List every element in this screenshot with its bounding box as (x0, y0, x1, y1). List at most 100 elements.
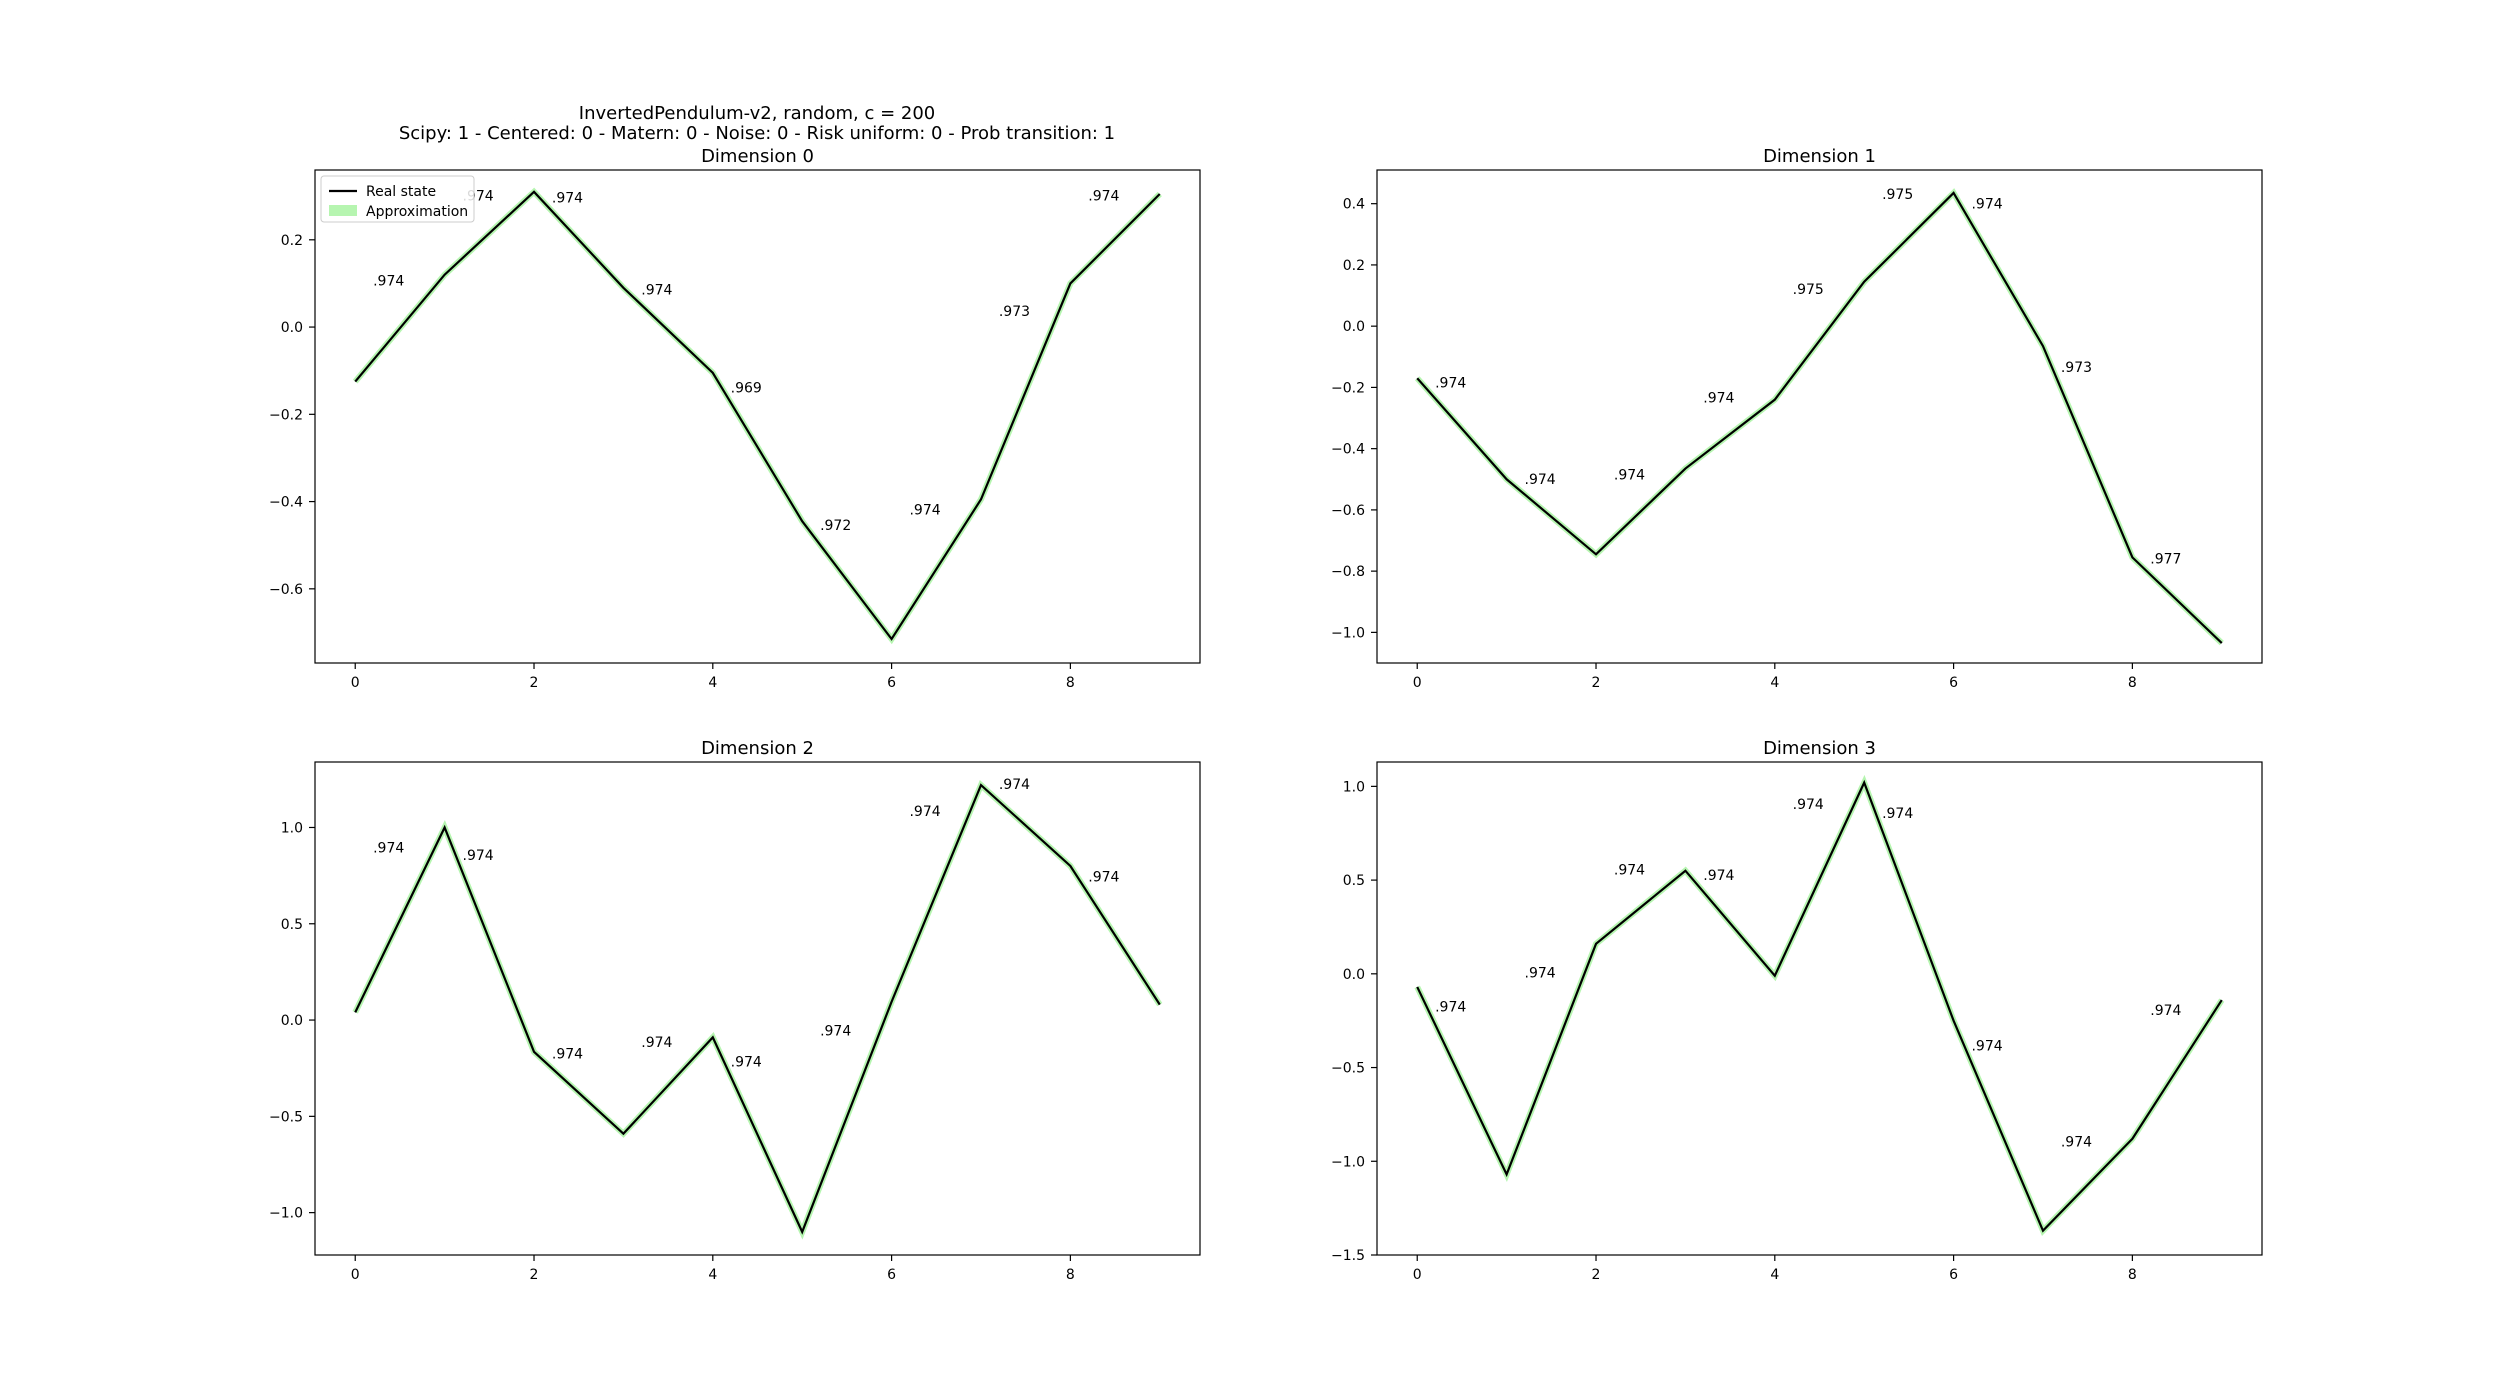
data-annotation-label: .974 (909, 503, 940, 519)
y-tick-label: −0.5 (269, 1109, 303, 1125)
data-annotation-label: .974 (1703, 391, 1734, 407)
x-tick-label: 4 (708, 675, 717, 691)
x-tick-label: 4 (1770, 675, 1779, 691)
y-tick-label: −1.0 (1331, 1154, 1365, 1170)
data-annotation-label: .974 (1703, 868, 1734, 884)
data-annotation-label: .974 (1525, 472, 1556, 488)
data-annotation-label: .969 (731, 381, 762, 397)
y-tick-label: 0.0 (281, 1013, 303, 1029)
y-tick-label: 0.0 (1343, 967, 1365, 983)
data-annotation-label: .974 (1882, 806, 1913, 822)
x-tick-label: 6 (1949, 1267, 1958, 1283)
data-annotation-label: .974 (2150, 1003, 2181, 1019)
real-state-series-line (354, 783, 1161, 1235)
x-tick-label: 2 (1592, 675, 1601, 691)
subplot-title: Dimension 3 (1763, 738, 1876, 759)
data-annotation-label: .974 (1525, 966, 1556, 982)
legend-approximation-label: Approximation (366, 204, 468, 220)
x-tick-label: 8 (2128, 675, 2137, 691)
y-tick-label: 1.0 (1343, 779, 1365, 795)
subplots-group: Dimension 0 0 2 4 6 8 0.2 0.0 −0.2 −0.4 −0.6 .974 .9… (269, 146, 2263, 1283)
x-tick-label: 2 (1592, 1267, 1601, 1283)
data-annotation-label: .974 (1614, 862, 1645, 878)
approximation-series-line (1414, 774, 2225, 1236)
y-tick-label: −0.5 (1331, 1061, 1365, 1077)
x-tick-label: 2 (530, 1267, 539, 1283)
y-tick-label: −0.6 (269, 582, 303, 598)
y-tick-label: 0.0 (1343, 319, 1365, 335)
subplot-title: Dimension 0 (701, 146, 814, 167)
subplot-dimension-3: Dimension 3 0 2 4 6 8 1.0 0.5 0.0 −0.5 −1.0 −1.5 .97… (1331, 738, 2263, 1283)
data-annotation-label: .974 (1971, 1039, 2002, 1055)
y-tick-label: −0.2 (269, 407, 303, 423)
x-tick-label: 0 (351, 1267, 360, 1283)
data-annotation-label: .975 (1793, 282, 1824, 298)
x-tick-label: 6 (1949, 675, 1958, 691)
data-annotation-label: .974 (641, 282, 672, 298)
y-tick-label: 1.0 (281, 820, 303, 836)
x-tick-label: 8 (2128, 1267, 2137, 1283)
y-tick-label: 0.2 (281, 233, 303, 249)
y-tick-label: −1.5 (1331, 1248, 1365, 1264)
data-annotation-label: .974 (552, 1047, 583, 1063)
data-annotation-label: .974 (1971, 196, 2002, 212)
x-tick-label: 4 (708, 1267, 717, 1283)
x-tick-label: 8 (1066, 1267, 1075, 1283)
x-tick-label: 6 (887, 675, 896, 691)
y-tick-label: −0.4 (269, 495, 303, 511)
data-annotation-label: .974 (2061, 1134, 2092, 1150)
data-annotation-label: .974 (1614, 467, 1645, 483)
y-tick-label: −0.8 (1331, 564, 1365, 580)
y-tick-label: −0.2 (1331, 380, 1365, 396)
data-annotation-label: .974 (820, 1023, 851, 1039)
figure-title-line1: InvertedPendulum-v2, random, c = 200 (579, 103, 935, 124)
data-annotation-label: .974 (373, 274, 404, 290)
legend: Real state Approximation (320, 175, 475, 223)
x-tick-label: 2 (530, 675, 539, 691)
data-annotation-label: .972 (820, 518, 851, 534)
data-annotation-label: .973 (2061, 360, 2092, 376)
legend-approximation-swatch (329, 205, 357, 216)
data-annotation-label: .974 (463, 848, 494, 864)
y-tick-label: 0.0 (281, 320, 303, 336)
real-state-series-line (1416, 779, 2223, 1233)
subplot-title: Dimension 2 (701, 738, 814, 759)
data-annotation-label: .974 (641, 1035, 672, 1051)
y-tick-label: −0.4 (1331, 442, 1365, 458)
figure-title-line2: Scipy: 1 - Centered: 0 - Matern: 0 - Noi… (399, 123, 1115, 144)
subplot-dimension-1: Dimension 1 0 2 4 6 8 0.4 0.2 0.0 −0.2 −0.4 −0.6 −0.… (1331, 146, 2263, 691)
x-tick-label: 4 (1770, 1267, 1779, 1283)
data-annotation-label: .974 (999, 777, 1030, 793)
y-tick-label: 0.5 (281, 917, 303, 933)
data-annotation-label: .974 (1793, 797, 1824, 813)
y-tick-label: 0.4 (1343, 197, 1365, 213)
subplot-title: Dimension 1 (1763, 146, 1876, 167)
subplot-dimension-0: Dimension 0 0 2 4 6 8 0.2 0.0 −0.2 −0.4 −0.6 .974 .9… (269, 146, 1201, 691)
real-state-series-line (1416, 191, 2223, 644)
data-annotation-label: .974 (909, 804, 940, 820)
y-tick-label: −1.0 (269, 1206, 303, 1222)
x-tick-label: 0 (1413, 675, 1422, 691)
data-annotation-label: .973 (999, 304, 1030, 320)
axes-frame (314, 169, 1201, 664)
data-annotation-label: .974 (373, 841, 404, 857)
real-state-series-line (354, 190, 1161, 641)
axes-frame (1376, 761, 2263, 1256)
y-tick-label: −1.0 (1331, 625, 1365, 641)
data-annotation-label: .974 (552, 191, 583, 207)
data-annotation-label: .974 (1435, 999, 1466, 1015)
data-annotation-label: .974 (1088, 189, 1119, 205)
approximation-series-line (352, 187, 1162, 645)
y-tick-label: 0.2 (1343, 258, 1365, 274)
y-tick-label: −0.6 (1331, 503, 1365, 519)
axes-frame (314, 761, 1201, 1256)
data-annotation-label: .977 (2150, 551, 2181, 567)
legend-real-state-label: Real state (366, 184, 436, 200)
subplot-dimension-2: Dimension 2 0 2 4 6 8 1.0 0.5 0.0 −0.5 −1.0 .974 .97… (269, 738, 1201, 1283)
x-tick-label: 8 (1066, 675, 1075, 691)
x-tick-label: 0 (1413, 1267, 1422, 1283)
x-tick-label: 0 (351, 675, 360, 691)
data-annotation-label: .974 (1435, 375, 1466, 391)
axes-frame (1376, 169, 2263, 664)
